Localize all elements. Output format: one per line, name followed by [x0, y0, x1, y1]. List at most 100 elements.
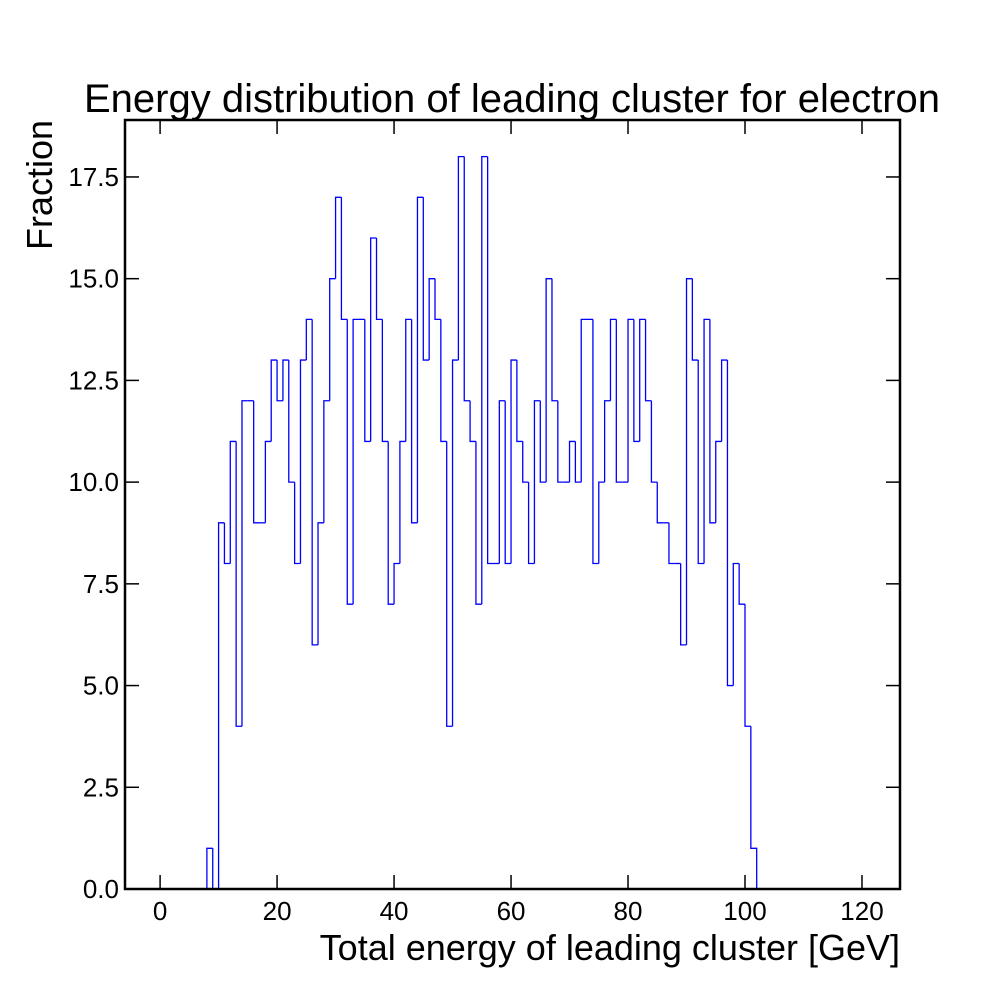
y-tick-label: 7.5 — [83, 569, 119, 599]
histogram-bin — [288, 360, 295, 483]
histogram-bin — [633, 319, 640, 443]
histogram-bin — [393, 562, 400, 605]
histogram-bin — [428, 278, 435, 361]
histogram-bin — [206, 847, 213, 889]
histogram-bin — [732, 562, 740, 686]
histogram-bin — [434, 278, 441, 321]
histogram-bin — [650, 400, 658, 483]
histogram-bin — [317, 522, 324, 645]
histogram-bin — [293, 482, 301, 565]
histogram-bin — [697, 360, 705, 565]
histogram-bin — [229, 440, 237, 564]
histogram-bin — [644, 319, 652, 402]
histogram-bin — [323, 400, 330, 523]
histogram-bin — [615, 319, 623, 483]
histogram-bin — [270, 359, 278, 442]
histogram-bin — [469, 400, 476, 443]
histogram-bin — [311, 319, 319, 646]
histogram-bin — [603, 400, 611, 483]
histogram-bin — [463, 156, 471, 402]
histogram-bin — [276, 360, 283, 402]
histogram-bin — [685, 278, 693, 645]
histogram-bin — [545, 278, 552, 483]
y-tick-label: 10.0 — [68, 467, 119, 497]
histogram-bin — [627, 318, 634, 483]
histogram-bin — [375, 237, 383, 321]
histogram-bin — [481, 155, 488, 605]
y-tick-label: 0.0 — [83, 874, 119, 904]
y-tick-label: 5.0 — [83, 671, 119, 701]
histogram-bin — [457, 155, 465, 361]
y-tick-label: 15.0 — [68, 264, 119, 294]
histogram-bin — [212, 848, 219, 890]
histogram-bin — [720, 359, 728, 442]
histogram-bin — [387, 441, 395, 605]
x-tick-label: 80 — [614, 896, 643, 926]
histogram-bin — [305, 318, 313, 361]
histogram-bin — [340, 197, 348, 321]
histogram-bin — [253, 400, 260, 524]
histogram-bin — [726, 360, 734, 687]
x-tick-label: 40 — [380, 896, 409, 926]
histogram-bin — [533, 400, 541, 564]
histogram-bin — [668, 522, 675, 565]
histogram-bin — [709, 319, 716, 524]
histogram-bin — [381, 319, 389, 443]
histogram-bin — [609, 318, 617, 401]
y-tick-label: 12.5 — [68, 365, 119, 395]
histogram-bin — [715, 440, 722, 523]
histogram-bin — [486, 156, 494, 565]
histogram-bin — [750, 726, 758, 889]
x-tick-label: 60 — [497, 896, 526, 926]
histogram-bin — [451, 359, 459, 727]
histogram-bin — [510, 359, 517, 564]
x-axis-label: Total energy of leading cluster [GeV] — [320, 927, 900, 968]
x-tick-label: 120 — [840, 896, 883, 926]
histogram-bin — [539, 400, 547, 483]
histogram-bin — [498, 400, 506, 564]
histogram-bin — [592, 319, 599, 565]
histogram-bin — [282, 359, 289, 401]
histogram-bin — [516, 360, 523, 443]
plot-frame — [123, 118, 902, 891]
histogram-bin — [691, 278, 699, 361]
histogram-bin — [299, 359, 307, 564]
histogram-bin — [738, 563, 745, 605]
x-tick-label: 100 — [723, 896, 766, 926]
y-tick-label: 17.5 — [68, 162, 119, 192]
histogram-bin — [527, 482, 535, 565]
x-tick-label: 20 — [263, 896, 292, 926]
histogram-bin — [446, 441, 453, 727]
histogram-bin — [235, 441, 242, 727]
histogram-bin — [264, 440, 272, 523]
histogram-bin — [334, 196, 342, 279]
histogram-bin — [217, 522, 225, 889]
histogram-bin — [346, 319, 354, 605]
histogram-bin — [241, 400, 248, 727]
histogram-bin — [598, 481, 605, 564]
histogram-bin — [352, 318, 359, 605]
y-tick-label: 2.5 — [83, 772, 119, 802]
histogram-bin — [580, 318, 588, 483]
histogram-bin — [703, 318, 710, 564]
x-tick-label: 0 — [153, 896, 167, 926]
histogram-bin — [405, 318, 412, 442]
histogram-bin — [574, 441, 582, 483]
histogram-bin — [410, 319, 418, 524]
y-axis-label: Fraction — [19, 120, 60, 250]
chart-title: Energy distribution of leading cluster f… — [84, 77, 940, 121]
histogram-bin — [656, 482, 664, 524]
histogram-bin — [223, 522, 231, 565]
histogram-bin — [744, 604, 751, 727]
histogram-bin — [568, 440, 576, 483]
histogram-bin — [639, 318, 646, 442]
histogram-bin — [364, 319, 371, 443]
histogram-bin — [504, 400, 512, 565]
histogram-bin — [680, 563, 687, 646]
histogram-bin — [422, 197, 430, 361]
histogram-bin — [551, 278, 558, 402]
histogram-bin — [522, 441, 529, 483]
histogram-bin — [475, 441, 482, 605]
